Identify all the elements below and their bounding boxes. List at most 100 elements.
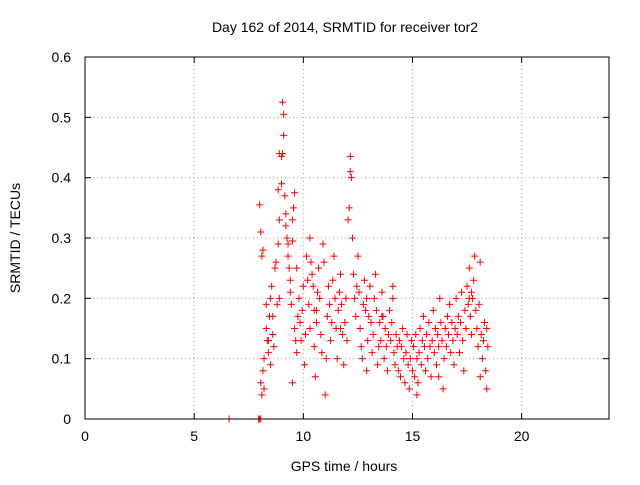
data-point — [399, 325, 407, 332]
data-point — [484, 343, 492, 351]
data-point — [366, 282, 374, 290]
data-point — [286, 276, 294, 284]
data-point — [443, 312, 451, 320]
x-axis-label: GPS time / hours — [291, 458, 398, 474]
plot-frame — [84, 56, 610, 420]
data-point — [303, 252, 311, 260]
data-point — [336, 270, 344, 278]
data-point — [424, 355, 432, 363]
data-point — [389, 282, 397, 290]
data-point — [427, 373, 435, 381]
data-point — [467, 331, 475, 339]
data-point — [473, 325, 481, 332]
data-point — [418, 337, 426, 345]
data-point — [381, 325, 389, 332]
data-point — [464, 300, 472, 308]
data-point — [435, 343, 443, 351]
data-point — [413, 355, 421, 363]
data-point — [297, 337, 305, 345]
data-point — [354, 252, 362, 260]
data-point — [318, 349, 326, 357]
data-point — [360, 276, 368, 284]
data-point — [370, 294, 378, 302]
x-tick-label: 15 — [405, 428, 421, 444]
data-point — [310, 343, 318, 351]
data-point — [281, 192, 289, 200]
data-point — [306, 325, 314, 332]
data-point — [371, 270, 379, 278]
data-point — [461, 306, 469, 314]
data-point — [467, 288, 475, 296]
data-point — [403, 331, 411, 339]
data-point — [317, 331, 325, 339]
data-point — [417, 361, 425, 369]
data-point — [327, 337, 335, 345]
data-point — [282, 210, 290, 218]
data-point — [367, 318, 375, 326]
chart-title: Day 162 of 2014, SRMTID for receiver tor… — [212, 19, 478, 35]
data-point — [287, 300, 295, 308]
y-tick-label: 0 — [63, 411, 71, 427]
data-point — [345, 204, 353, 212]
y-tick-label: 0.2 — [52, 290, 72, 306]
data-point — [438, 337, 446, 345]
data-point — [257, 228, 265, 236]
data-point — [448, 318, 456, 326]
data-point — [286, 288, 294, 296]
data-point — [341, 318, 349, 326]
data-point — [410, 343, 418, 351]
data-point — [436, 294, 444, 302]
data-point — [274, 240, 282, 248]
data-point — [259, 367, 267, 375]
data-point — [396, 373, 404, 381]
data-point — [336, 325, 344, 332]
data-point — [268, 282, 276, 290]
data-point — [296, 318, 304, 326]
x-tick-label: 5 — [190, 428, 198, 444]
data-point — [466, 312, 474, 320]
data-point — [352, 312, 360, 320]
x-tick-label: 20 — [514, 428, 530, 444]
data-point — [429, 306, 437, 314]
data-point — [457, 318, 465, 326]
data-point — [476, 373, 484, 381]
data-point — [479, 337, 487, 345]
data-point — [372, 306, 380, 314]
data-point — [326, 300, 334, 308]
data-point — [307, 258, 315, 266]
data-point — [257, 379, 265, 387]
data-point — [298, 306, 306, 314]
data-point — [264, 349, 272, 357]
data-point — [390, 349, 398, 357]
data-point — [401, 379, 409, 387]
data-point — [386, 306, 394, 314]
data-point — [269, 331, 277, 339]
data-point — [258, 391, 266, 399]
data-point — [331, 294, 339, 302]
data-point — [312, 306, 320, 314]
data-point — [446, 300, 454, 308]
data-point — [407, 337, 415, 345]
data-point — [391, 361, 399, 369]
data-point — [376, 318, 384, 326]
data-point — [413, 391, 421, 399]
data-point — [481, 318, 489, 326]
data-point — [259, 246, 267, 254]
data-point — [382, 343, 390, 351]
y-tick-label: 0.1 — [52, 351, 72, 367]
data-point — [262, 325, 270, 332]
data-point — [314, 288, 322, 296]
data-point — [482, 367, 490, 375]
data-point — [351, 294, 359, 302]
data-point — [348, 234, 356, 242]
data-point — [308, 270, 316, 278]
data-point — [346, 153, 354, 161]
data-point — [334, 306, 342, 314]
data-point — [304, 276, 312, 284]
data-point — [280, 131, 288, 139]
data-point — [270, 343, 278, 351]
data-point — [362, 306, 370, 314]
data-point — [434, 331, 442, 339]
